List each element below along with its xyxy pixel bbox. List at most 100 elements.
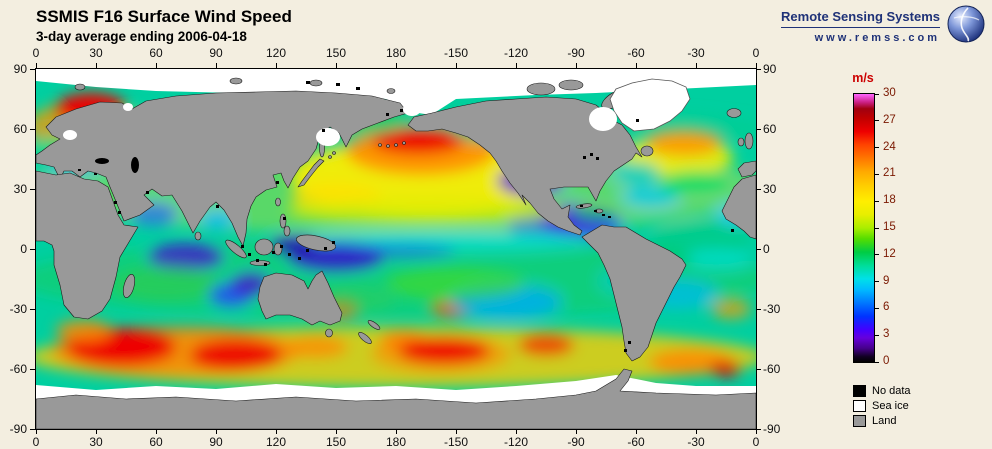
colorbar-ticks: 30 27 24 21 18 15 12 9 6 3 0 [875, 87, 915, 367]
tick-mark [30, 369, 35, 370]
aleutians [394, 143, 398, 147]
tick-mark [30, 309, 35, 310]
colorbar-tick-mark [875, 147, 879, 149]
subtitle-date: 3-day average ending 2006-04-18 [36, 29, 247, 44]
lon-tick-label: -30 [687, 46, 705, 60]
tick-mark [756, 189, 761, 190]
legend-item: No data [853, 384, 911, 398]
south-america-landmass [581, 224, 687, 362]
lon-tick-label: 90 [209, 46, 223, 60]
lon-tick-label: -120 [503, 435, 529, 449]
no-data-layer [78, 81, 734, 352]
tick-mark [756, 369, 761, 370]
legend-swatch [853, 385, 866, 397]
borneo [254, 238, 274, 256]
tick-mark [756, 309, 761, 310]
tick-mark [336, 63, 337, 68]
tick-mark [756, 429, 761, 430]
lon-tick-label: 180 [385, 435, 407, 449]
lon-tick-label: -30 [687, 435, 705, 449]
lon-tick-label: 150 [325, 46, 347, 60]
iceland [726, 108, 742, 118]
japan [297, 158, 325, 188]
colorbar-tick-mark [875, 200, 879, 202]
tick-mark [30, 429, 35, 430]
eurasia-landmass [36, 90, 409, 247]
west-africa-edge [721, 174, 756, 240]
legend-label: Land [872, 415, 897, 427]
world-map-plot: 0 30 60 90 120 150 180 -150 -120 -90 -60 -30 0 0 30 60… [10, 46, 781, 449]
africa-landmass [36, 170, 139, 320]
sri-lanka [194, 231, 202, 241]
aleutians [378, 143, 382, 147]
tick-mark [36, 63, 37, 68]
tick-mark [30, 249, 35, 250]
map-legend: No data Sea ice Land [853, 384, 911, 429]
new-siberian-islands [309, 79, 323, 87]
tick-mark [516, 429, 517, 434]
tick-mark [756, 429, 757, 434]
arctic-islands [526, 82, 556, 96]
legend-swatch [853, 400, 866, 412]
aleutians [402, 141, 406, 145]
lat-tick-label: 60 [763, 122, 777, 136]
kurils [332, 151, 336, 155]
madagascar [122, 274, 136, 298]
colorbar-tick-mark [875, 173, 879, 175]
legend-label: No data [872, 385, 911, 397]
philippines [279, 213, 287, 229]
colorbar-tick-label: 27 [883, 113, 896, 126]
cuba [575, 203, 593, 209]
ireland [737, 137, 745, 147]
lon-tick-label: 60 [149, 46, 163, 60]
lon-tick-label: 90 [209, 435, 223, 449]
lon-tick-label: -150 [443, 46, 469, 60]
lon-tick-label: -120 [503, 46, 529, 60]
lat-tick-label: 30 [763, 182, 777, 196]
tick-mark [96, 429, 97, 434]
baltic-ice [63, 130, 77, 140]
lon-tick-label: 150 [325, 435, 347, 449]
page-title: SSMIS F16 Surface Wind Speed [36, 7, 292, 26]
new-zealand-south [358, 332, 372, 344]
tick-mark [156, 429, 157, 434]
colorbar-tick-label: 3 [883, 328, 890, 341]
colorbar-tick-mark [875, 254, 879, 256]
tick-mark [276, 429, 277, 434]
lat-tick-label: -60 [763, 362, 781, 376]
philippines-south [283, 225, 291, 237]
land-layer [36, 77, 756, 429]
legend-item: Land [853, 414, 911, 428]
lon-tick-label: 60 [149, 435, 163, 449]
colorbar-tick-mark [875, 120, 879, 122]
okhotsk-ice [316, 128, 340, 146]
brand-url: www.remss.com [814, 32, 940, 44]
lat-tick-label: -90 [763, 422, 781, 436]
british-isles [744, 132, 754, 150]
new-zealand-north [367, 320, 381, 330]
lon-tick-label: 120 [265, 435, 287, 449]
tick-mark [336, 429, 337, 434]
colorbar-gradient [853, 93, 875, 363]
lat-tick-label: 90 [763, 62, 777, 76]
lat-tick-label: 0 [20, 242, 27, 256]
colorbar-tick-mark [875, 227, 879, 229]
legend-label: Sea ice [872, 400, 909, 412]
wind-speed-map [36, 69, 756, 429]
tick-mark [756, 249, 761, 250]
iberia-edge [737, 160, 756, 178]
colorbar-tick-mark [875, 93, 879, 95]
lon-tick-label: 180 [385, 46, 407, 60]
svalbard [74, 83, 86, 91]
tick-mark [456, 63, 457, 68]
colorbar-tick-label: 12 [883, 247, 896, 260]
greenland [609, 78, 691, 132]
lat-tick-label: -90 [9, 422, 27, 436]
tick-mark [696, 63, 697, 68]
wrangel-island [386, 88, 396, 94]
globe-logo-icon [947, 5, 985, 43]
lat-tick-label: 90 [13, 62, 27, 76]
lat-tick-label: 0 [763, 242, 770, 256]
tick-mark [516, 63, 517, 68]
